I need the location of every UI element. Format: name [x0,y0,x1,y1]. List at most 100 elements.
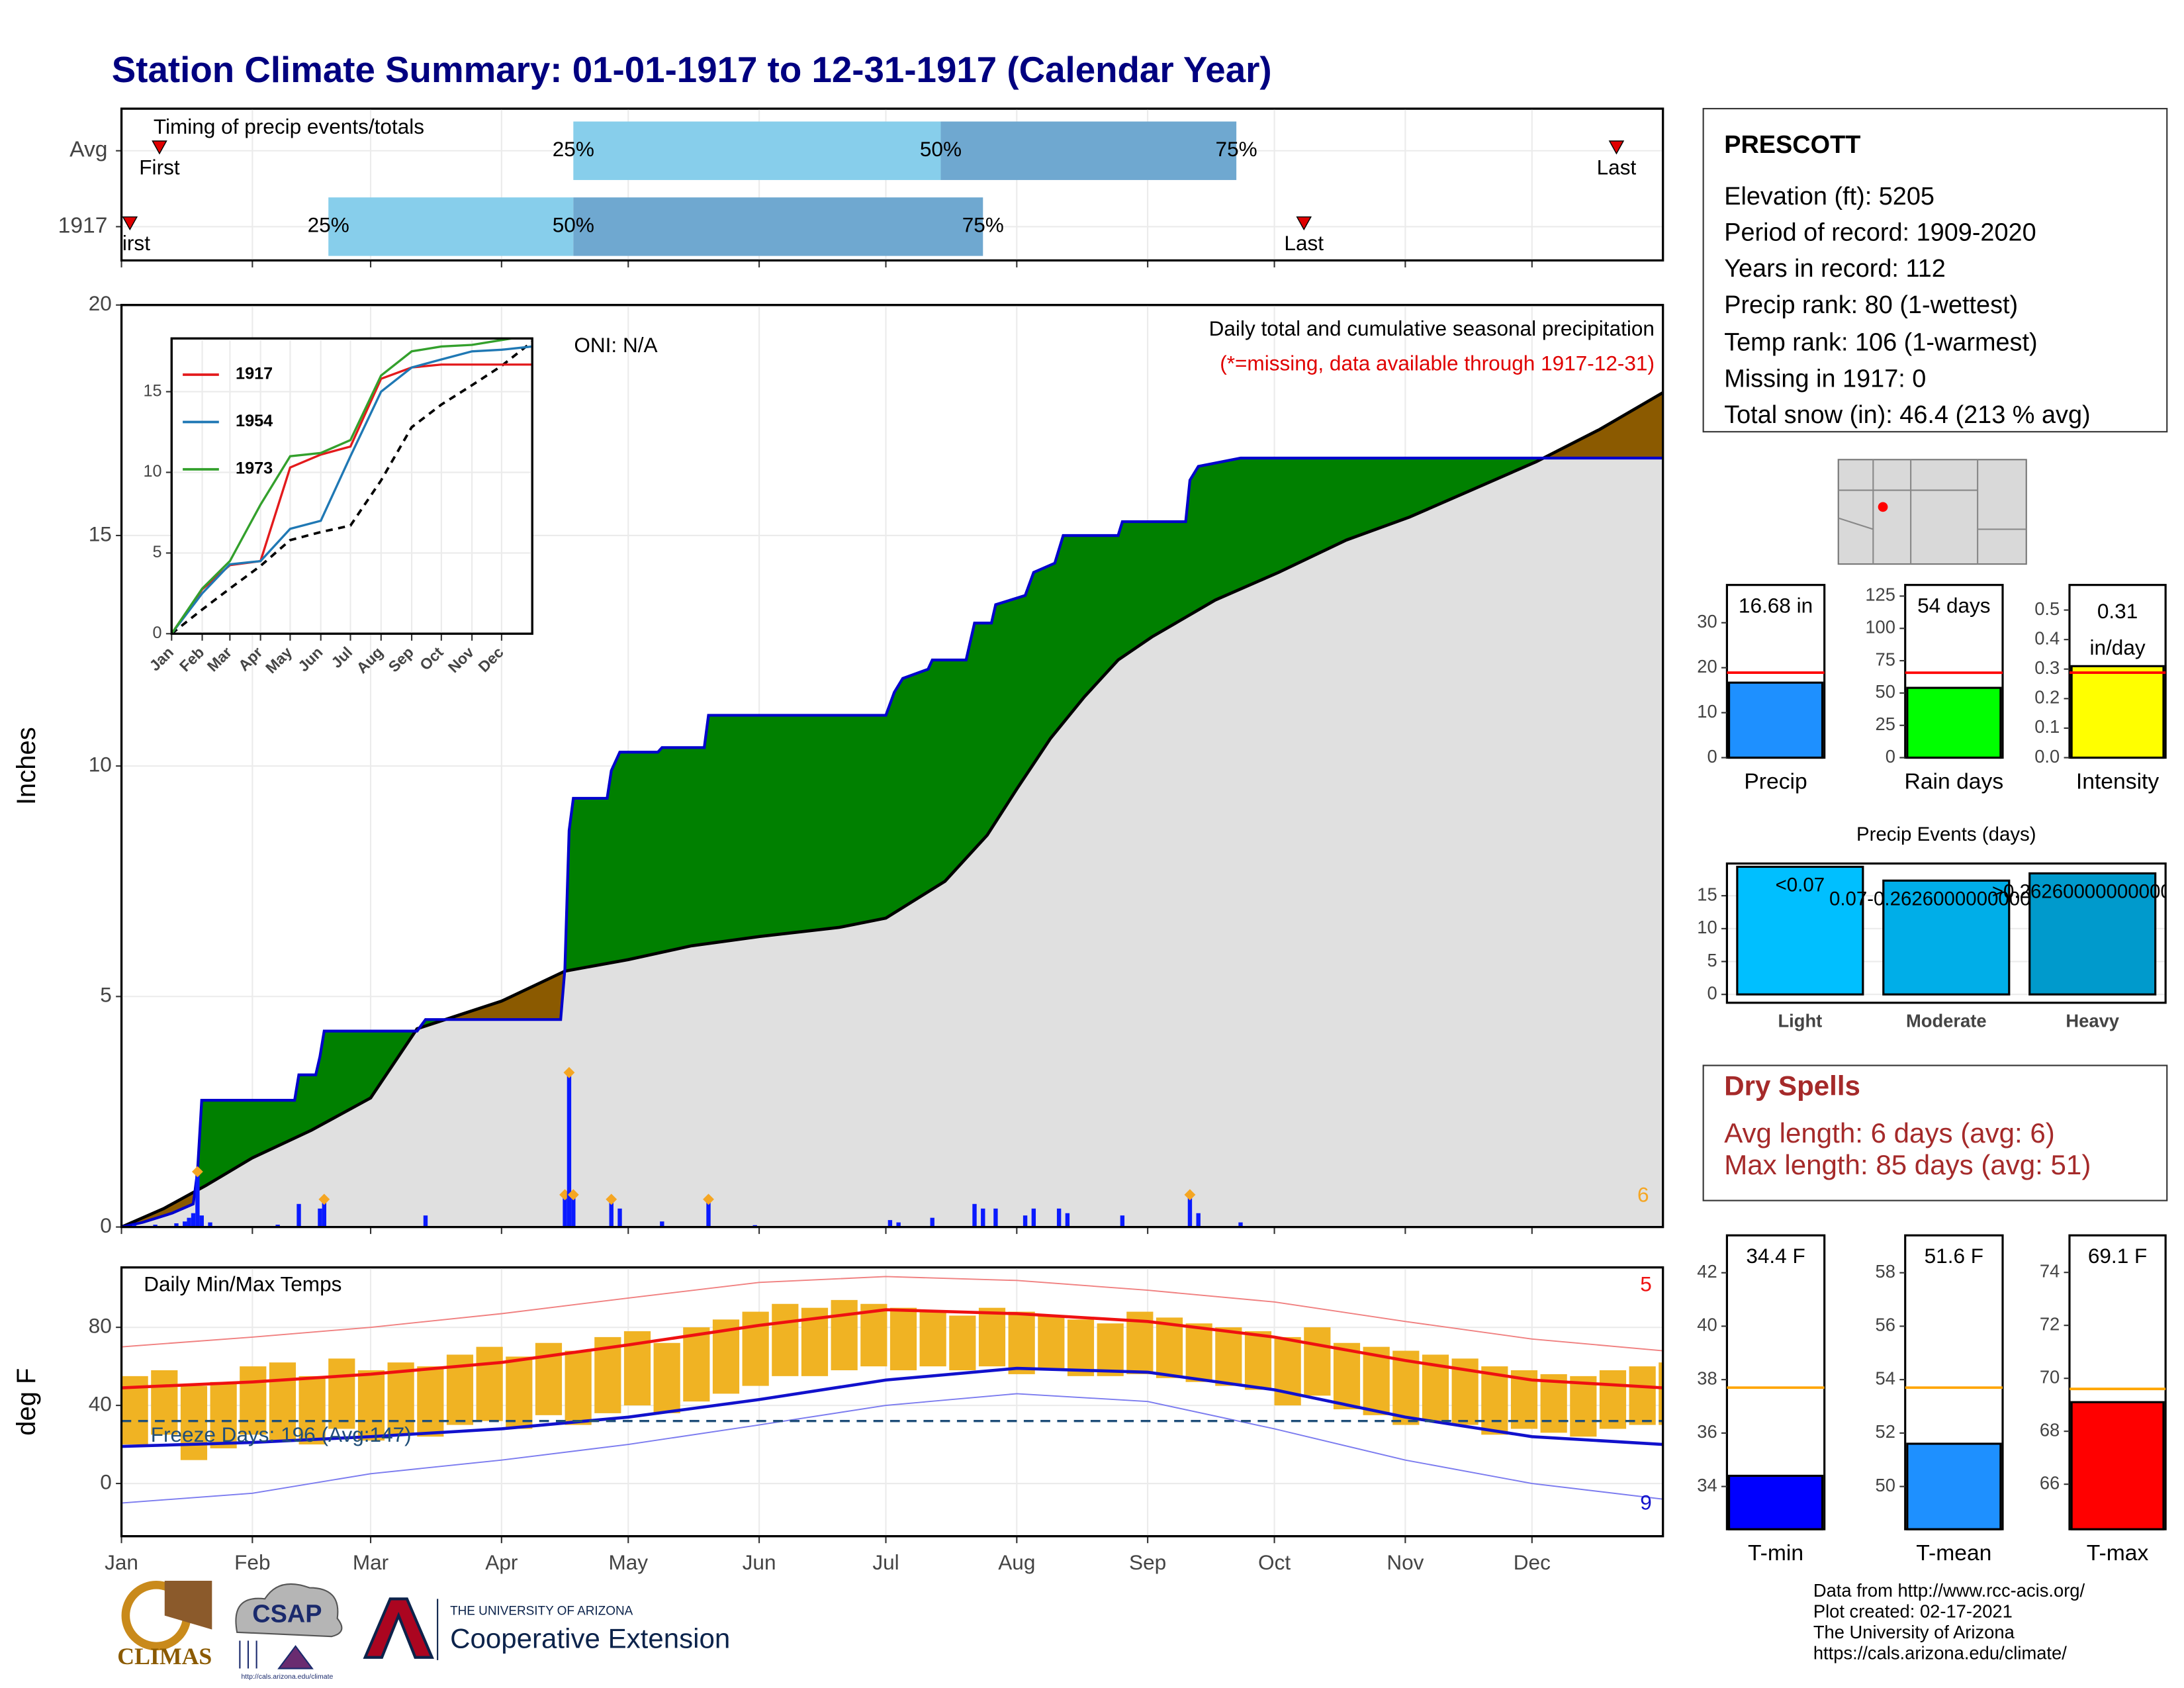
daily-range-bar [1481,1366,1508,1435]
cumulative-line [121,456,1663,1227]
value-label: 0.31 [2097,599,2138,623]
temp-marks [121,1276,1663,1504]
plot-frame [170,337,533,635]
y-tick-label: 30 [1697,611,1717,632]
chart-title: Daily total and cumulative seasonal prec… [1209,316,1655,340]
daily-bar [199,1215,204,1227]
y-tick-label: 125 [1865,585,1895,605]
footer-line: The University of Arizona [1813,1622,2015,1642]
daily-range-bar [1244,1331,1272,1390]
daily-range-bar [653,1342,680,1413]
csap-url: http://cals.arizona.edu/climate [241,1673,333,1681]
y-tick-label: 0.3 [2034,657,2060,678]
category-label: T-max [2087,1541,2149,1566]
bar [1906,686,2002,759]
y-tick-label: 70 [2040,1366,2060,1387]
category-label: Heavy [2066,1011,2119,1031]
y-tick-label: 40 [1697,1315,1717,1335]
avg-max-line [121,1308,1663,1389]
daily-bar [195,1172,200,1227]
footer-line: https://cals.arizona.edu/climate/ [1813,1643,2067,1664]
y-tick-label: 5 [1707,950,1717,970]
average-line [171,340,533,634]
category-label: Intensity [2076,769,2160,794]
daily-range-bar [949,1315,976,1371]
y-tick-label: 0.0 [2034,746,2060,767]
x-tick-label: Jun [743,1550,776,1574]
plot-frame [120,1266,1664,1538]
daily-range-bar [1659,1362,1663,1425]
x-tick-label: Mar [353,1550,388,1574]
map-frame [1837,459,2027,565]
average-line [121,391,1663,1227]
daily-bar [1120,1215,1125,1227]
daily-marker [1184,1189,1196,1201]
climas-shape [164,1580,212,1630]
bar [1882,879,2011,996]
y-tick-label: 5 [100,983,112,1007]
chart-title: Daily Min/Max Temps [144,1272,341,1295]
value-label: 34.4 F [1746,1244,1805,1268]
x-tick-label: Apr [485,1550,518,1574]
row-label: Avg [69,138,107,162]
station-line: Missing in 1917: 0 [1724,365,1926,393]
event-marker [1608,140,1625,155]
daily-range-bar [860,1303,887,1367]
daily-bar [896,1222,901,1227]
station-line: Elevation (ft): 5205 [1724,183,1934,211]
daily-range-bar [1540,1374,1567,1433]
dry-spells-line: Avg length: 6 days (avg: 6) [1724,1117,2055,1149]
precip-areas [121,391,1663,1227]
x-tick-label: Jan [105,1550,138,1574]
station-box [1702,108,2168,433]
daily-bar [322,1199,327,1227]
daily-bar [887,1220,893,1227]
daily-range-bar [1333,1342,1361,1409]
series-line [171,338,520,634]
daily-bar [275,1225,280,1227]
daily-range-bar [357,1370,385,1441]
x-tick-label: Jul [872,1550,899,1574]
daily-marker [563,1066,575,1078]
y-tick-label: 10 [1697,917,1717,937]
event-marks: <0.070.07-0.2626000000000002>0.262600000… [1736,865,2165,996]
daily-marker [606,1194,617,1205]
daily-bar [208,1222,212,1227]
daily-bar [1031,1208,1036,1227]
category-label: Precip [1744,769,1807,794]
x-tick-label: Nov [1387,1550,1424,1574]
daily-bar [296,1203,301,1227]
y-tick-label: 0 [153,624,162,642]
daily-bar [1196,1213,1201,1227]
plot-frame [120,107,1664,262]
csap-text: CSAP [252,1601,322,1628]
dry-spells-title: Dry Spells [1724,1070,1860,1101]
daily-range-bar [506,1356,533,1429]
y-axis-label: deg F [12,1368,41,1436]
daily-range-bar [1067,1319,1095,1376]
daily-range-bar [1156,1317,1183,1378]
y-tick-label: 0 [1707,982,1717,1003]
event-label: Last [1284,231,1324,255]
event-label: First [110,231,151,255]
y-tick-label: 0 [100,1213,112,1237]
ua-extension: Cooperative Extension [450,1623,730,1654]
daily-bar [1238,1222,1243,1227]
quartile-label: 50% [920,137,962,161]
daily-bar [660,1221,664,1227]
daily-range-bar [565,1350,592,1425]
footer-line: Plot created: 02-17-2021 [1813,1601,2013,1622]
daily-bar [1023,1215,1028,1227]
station-dot [1878,502,1888,512]
bar [1727,681,1824,759]
series-line [171,345,533,634]
daily-marker [567,1189,579,1201]
daily-range-bar [978,1307,1006,1367]
freeze-annotation: Freeze Days: 196 (Avg:147) [151,1423,412,1446]
y-tick-label: 58 [1876,1261,1895,1282]
daily-bar [153,1225,158,1227]
daily-bar [617,1208,622,1227]
daily-bar [609,1199,614,1227]
quartile-label: 75% [1216,137,1257,161]
